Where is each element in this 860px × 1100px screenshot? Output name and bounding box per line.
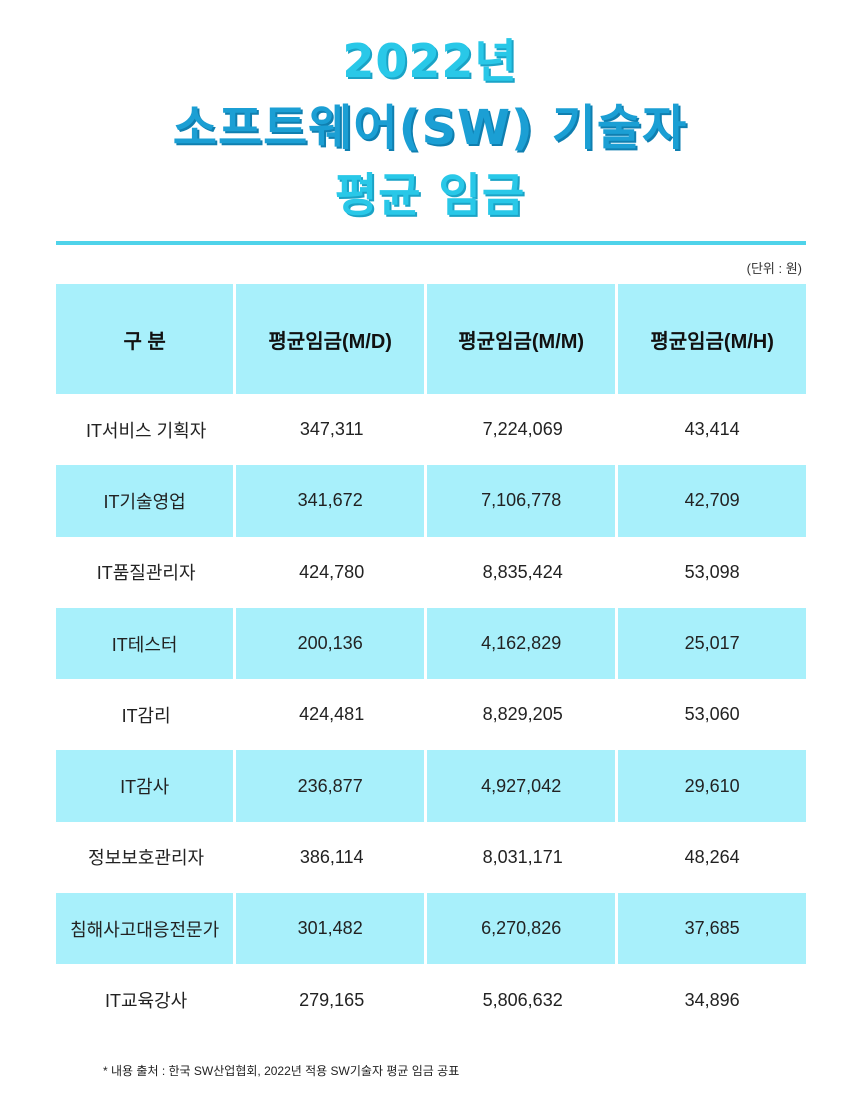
table-row: 침해사고대응전문가 301,482 6,270,826 37,685 <box>56 893 806 965</box>
row-md: 301,482 <box>236 893 428 965</box>
row-mm: 7,106,778 <box>427 465 619 537</box>
row-category: 침해사고대응전문가 <box>56 893 237 965</box>
header-category: 구 분 <box>56 284 237 394</box>
wage-table: 구 분 평균임금(M/D) 평균임금(M/M) 평균임금(M/H) IT서비스 … <box>56 284 806 1036</box>
row-category: IT품질관리자 <box>96 563 196 584</box>
row-mh: 29,610 <box>618 750 806 822</box>
row-mm: 8,835,424 <box>482 561 563 582</box>
row-md: 424,481 <box>299 704 365 725</box>
header-mm: 평균임금(M/M) <box>427 284 619 394</box>
row-mm: 5,806,632 <box>482 989 563 1010</box>
row-category: IT교육강사 <box>105 991 188 1012</box>
row-mh: 34,896 <box>684 989 740 1010</box>
table-header-row: 구 분 평균임금(M/D) 평균임금(M/M) 평균임금(M/H) <box>56 284 806 394</box>
header-mh: 평균임금(M/H) <box>618 284 806 394</box>
row-md: 341,672 <box>236 465 428 537</box>
row-mm: 8,829,205 <box>482 704 563 725</box>
row-md: 424,780 <box>299 561 365 582</box>
row-category: IT테스터 <box>56 607 237 680</box>
table-row: IT교육강사 279,165 5,806,632 34,896 <box>56 964 806 1035</box>
row-category: 정보보호관리자 <box>88 848 205 869</box>
row-mh: 43,414 <box>684 419 740 440</box>
row-category: IT감사 <box>56 750 237 822</box>
title-year: 2022년 <box>342 34 518 88</box>
table-row: IT기술영업 341,672 7,106,778 42,709 <box>56 465 806 537</box>
table-row: IT품질관리자 424,780 8,835,424 53,098 <box>56 537 806 608</box>
title-sub: 평균 임금 <box>334 168 526 222</box>
row-md: 386,114 <box>299 846 364 867</box>
row-category: IT감리 <box>121 705 171 726</box>
row-md: 200,136 <box>236 607 428 680</box>
row-mh: 53,060 <box>684 704 740 725</box>
row-md: 347,311 <box>299 419 364 440</box>
row-mh: 37,685 <box>618 893 806 965</box>
table-row: IT서비스 기획자 347,311 7,224,069 43,414 <box>56 394 806 465</box>
row-mh: 53,098 <box>684 561 740 582</box>
table-row: IT테스터 200,136 4,162,829 25,017 <box>56 607 806 680</box>
row-category: IT서비스 기획자 <box>85 420 207 441</box>
row-mh: 42,709 <box>618 465 806 537</box>
row-mm: 4,927,042 <box>427 750 619 822</box>
table-row: IT감리 424,481 8,829,205 53,060 <box>56 679 806 750</box>
row-mh: 48,264 <box>684 846 740 867</box>
title-main: 소프트웨어(SW) 기술자 <box>172 100 688 156</box>
row-md: 236,877 <box>236 750 428 822</box>
row-mm: 6,270,826 <box>427 893 619 965</box>
row-category: IT기술영업 <box>56 465 237 537</box>
header-md: 평균임금(M/D) <box>236 284 428 394</box>
row-md: 279,165 <box>299 989 365 1010</box>
row-mm: 8,031,171 <box>482 846 563 867</box>
row-mm: 4,162,829 <box>427 607 619 680</box>
row-mh: 25,017 <box>618 607 806 680</box>
unit-note: (단위 : 원) <box>746 261 802 276</box>
source-footnote: * 내용 출처 : 한국 SW산업협회, 2022년 적용 SW기술자 평균 임… <box>103 1064 460 1078</box>
table-row: 정보보호관리자 386,114 8,031,171 48,264 <box>56 822 806 893</box>
title-divider <box>56 241 806 245</box>
row-mm: 7,224,069 <box>482 419 563 440</box>
table-row: IT감사 236,877 4,927,042 29,610 <box>56 750 806 822</box>
